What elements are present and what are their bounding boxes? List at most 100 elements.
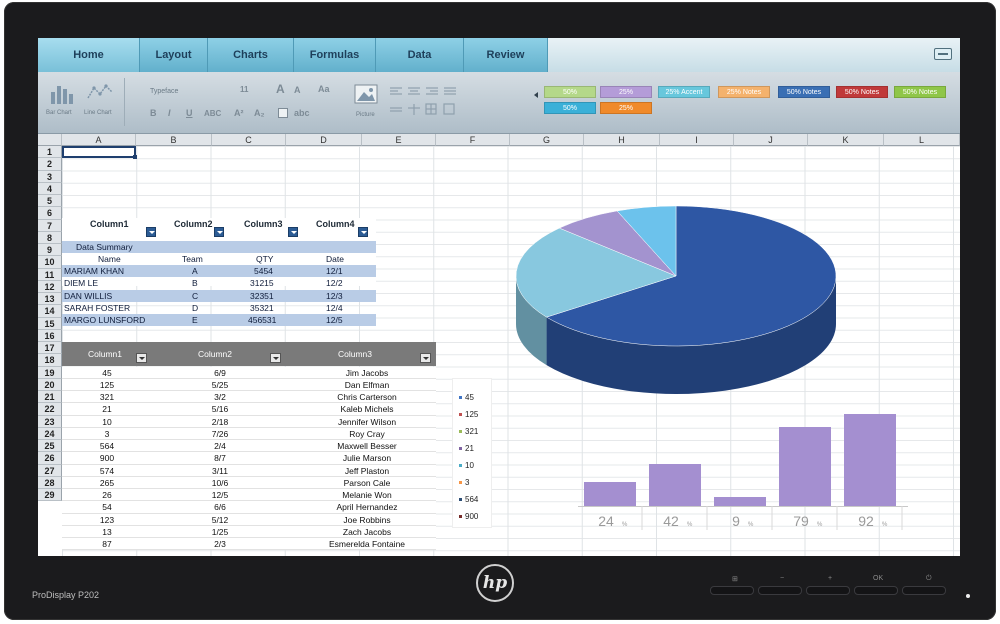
row-header[interactable]: 28 bbox=[38, 476, 62, 489]
column-header[interactable]: I bbox=[660, 134, 734, 146]
tab-charts[interactable]: Charts bbox=[208, 38, 294, 72]
bar-chart-icon[interactable] bbox=[50, 82, 76, 104]
text-box-button[interactable]: abc bbox=[294, 108, 310, 118]
column-header[interactable]: F bbox=[436, 134, 510, 146]
row-header[interactable]: 7 bbox=[38, 219, 62, 232]
row-header[interactable]: 12 bbox=[38, 280, 62, 293]
bar[interactable] bbox=[649, 464, 701, 506]
style-chip[interactable]: 25% bbox=[600, 102, 652, 114]
align-tools-icon[interactable] bbox=[388, 82, 488, 118]
row-header[interactable]: 14 bbox=[38, 305, 62, 318]
table-row[interactable]: 123 5/12 Joe Robbins bbox=[62, 513, 436, 526]
font-name-select[interactable]: Typeface bbox=[150, 88, 179, 95]
filter-dropdown-icon[interactable] bbox=[358, 227, 368, 237]
style-chip[interactable]: 25% bbox=[600, 86, 652, 98]
table-row[interactable]: 13 1/25 Zach Jacobs bbox=[62, 525, 436, 538]
style-chip[interactable]: 25% Accent bbox=[658, 86, 710, 98]
style-chip[interactable]: 50% Notes bbox=[778, 86, 830, 98]
underline-button[interactable]: U bbox=[186, 108, 193, 118]
pie-slice[interactable] bbox=[545, 205, 837, 347]
row-header[interactable]: 10 bbox=[38, 256, 62, 269]
monitor-button-power[interactable] bbox=[902, 586, 946, 595]
row-header[interactable]: 6 bbox=[38, 207, 62, 220]
table-row[interactable]: DIEM LE B 31215 12/2 bbox=[62, 277, 376, 289]
bar-chart[interactable]: 24% 42% 9% 79% 92% bbox=[578, 402, 918, 538]
monitor-button-plus[interactable] bbox=[806, 586, 850, 595]
row-header[interactable]: 13 bbox=[38, 293, 62, 306]
grow-font-button[interactable]: A bbox=[276, 82, 285, 96]
italic-button[interactable]: I bbox=[168, 108, 171, 118]
shrink-font-button[interactable]: A bbox=[294, 85, 301, 95]
column-header[interactable]: C bbox=[212, 134, 286, 146]
column-header[interactable]: G bbox=[510, 134, 584, 146]
filter-dropdown-icon[interactable] bbox=[420, 353, 431, 363]
row-header[interactable]: 15 bbox=[38, 317, 62, 330]
table-row[interactable]: 87 2/3 Esmerelda Fontaine bbox=[62, 538, 436, 551]
superscript-button[interactable]: A² bbox=[234, 108, 244, 118]
table-row[interactable]: 574 3/11 Jeff Plaston bbox=[62, 464, 436, 477]
subscript-button[interactable]: A₂ bbox=[254, 108, 265, 118]
table-row[interactable]: DAN WILLIS C 32351 12/3 bbox=[62, 289, 376, 302]
filter-dropdown-icon[interactable] bbox=[270, 353, 281, 363]
row-header[interactable]: 25 bbox=[38, 440, 62, 453]
bar[interactable] bbox=[584, 482, 636, 506]
tab-review[interactable]: Review bbox=[464, 38, 548, 72]
row-header[interactable]: 20 bbox=[38, 378, 62, 391]
row-header[interactable]: 26 bbox=[38, 452, 62, 465]
monitor-button-input[interactable] bbox=[710, 586, 754, 595]
change-case-button[interactable]: Aa bbox=[318, 84, 330, 94]
style-chip[interactable]: 50% Notes bbox=[836, 86, 888, 98]
monitor-button-ok[interactable] bbox=[854, 586, 898, 595]
bar[interactable] bbox=[844, 414, 896, 506]
window-mode-icon[interactable] bbox=[934, 48, 952, 60]
monitor-button-minus[interactable] bbox=[758, 586, 802, 595]
row-header[interactable]: 24 bbox=[38, 427, 62, 440]
font-size-select[interactable]: 11 bbox=[240, 85, 249, 94]
pie-chart[interactable] bbox=[510, 204, 842, 400]
column-header[interactable]: E bbox=[362, 134, 436, 146]
selected-cell[interactable] bbox=[62, 146, 136, 158]
bar[interactable] bbox=[779, 427, 831, 506]
tab-data[interactable]: Data bbox=[376, 38, 464, 72]
column-header[interactable]: A bbox=[62, 134, 136, 146]
column-header[interactable]: B bbox=[136, 134, 212, 146]
table-row[interactable]: MARIAM KHAN A 5454 12/1 bbox=[62, 265, 376, 278]
row-header[interactable]: 16 bbox=[38, 329, 62, 342]
column-header[interactable]: J bbox=[734, 134, 808, 146]
style-chip[interactable]: 50% bbox=[544, 86, 596, 98]
row-header[interactable]: 9 bbox=[38, 244, 62, 257]
tab-formulas[interactable]: Formulas bbox=[294, 38, 376, 72]
table-row[interactable]: 321 3/2 Chris Carterson bbox=[62, 391, 436, 404]
tab-layout[interactable]: Layout bbox=[140, 38, 208, 72]
strikethrough-button[interactable]: ABC bbox=[204, 109, 222, 118]
style-chip[interactable]: 50% Notes bbox=[894, 86, 946, 98]
row-header[interactable]: 17 bbox=[38, 342, 62, 355]
styles-prev-icon[interactable] bbox=[534, 92, 538, 98]
column-header[interactable]: K bbox=[808, 134, 884, 146]
column-header[interactable]: L bbox=[884, 134, 960, 146]
select-all-corner[interactable] bbox=[38, 134, 62, 146]
table-row[interactable]: 265 10/6 Parson Cale bbox=[62, 476, 436, 489]
table-row[interactable]: 3 7/26 Roy Cray bbox=[62, 427, 436, 440]
row-header[interactable]: 3 bbox=[38, 170, 62, 183]
row-header[interactable]: 22 bbox=[38, 403, 62, 416]
row-header[interactable]: 4 bbox=[38, 182, 62, 195]
column-header[interactable]: D bbox=[286, 134, 362, 146]
filter-dropdown-icon[interactable] bbox=[214, 227, 224, 237]
pie-slice[interactable] bbox=[515, 227, 677, 318]
filter-dropdown-icon[interactable] bbox=[136, 353, 147, 363]
table-row[interactable]: 10 2/18 Jennifer Wilson bbox=[62, 415, 436, 428]
pie-slice[interactable] bbox=[616, 205, 677, 277]
row-header[interactable]: 5 bbox=[38, 195, 62, 208]
row-header[interactable]: 1 bbox=[38, 146, 62, 159]
table-row[interactable]: 54 6/6 April Hernandez bbox=[62, 501, 436, 514]
style-chip[interactable]: 25% Notes bbox=[718, 86, 770, 98]
picture-icon[interactable] bbox=[354, 84, 378, 104]
tab-home[interactable]: Home bbox=[38, 38, 140, 72]
table-row[interactable]: 45 6/9 Jim Jacobs bbox=[62, 366, 436, 379]
table-row[interactable]: 26 12/5 Melanie Won bbox=[62, 489, 436, 502]
style-chip[interactable]: 50% bbox=[544, 102, 596, 114]
bar[interactable] bbox=[714, 497, 766, 506]
border-icon[interactable] bbox=[278, 108, 288, 118]
column-header[interactable]: H bbox=[584, 134, 660, 146]
